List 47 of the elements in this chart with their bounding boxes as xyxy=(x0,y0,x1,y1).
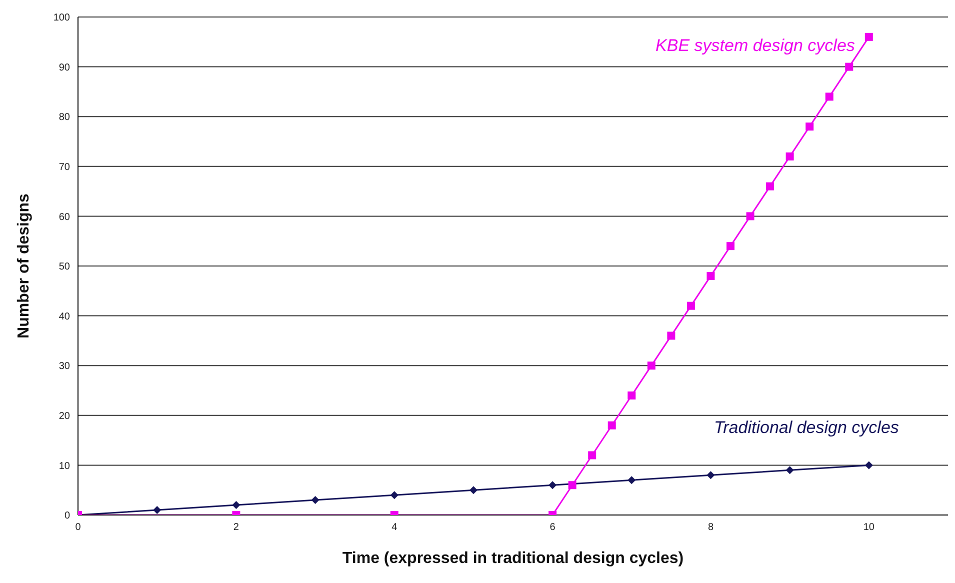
y-tick-label: 50 xyxy=(58,262,70,273)
point xyxy=(232,501,240,510)
y-tick-label: 60 xyxy=(58,212,70,223)
y-tick-label: 20 xyxy=(58,410,70,422)
point xyxy=(845,62,854,71)
point xyxy=(568,481,576,490)
point xyxy=(786,152,794,160)
point xyxy=(628,476,636,484)
point xyxy=(786,466,794,474)
point xyxy=(153,506,162,514)
point xyxy=(766,182,774,190)
y-tick-label: 100 xyxy=(53,12,70,24)
point xyxy=(864,461,873,470)
point xyxy=(311,496,320,504)
y-tick-label: 90 xyxy=(58,62,70,74)
point xyxy=(588,451,596,460)
point xyxy=(667,332,676,340)
x-tick-label: 8 xyxy=(708,522,714,534)
point xyxy=(706,272,715,280)
point xyxy=(628,391,636,400)
y-axis-title: Number of designs xyxy=(16,193,33,338)
point xyxy=(686,302,695,310)
x-tick-label: 0 xyxy=(75,522,82,534)
point xyxy=(864,32,873,41)
y-tick-label: 80 xyxy=(58,112,70,124)
point xyxy=(706,471,715,480)
point xyxy=(390,491,398,500)
y-tick-label: 40 xyxy=(58,311,70,322)
point xyxy=(825,92,834,101)
text: Traditional design cycles xyxy=(714,418,900,438)
y-tick-label: 0 xyxy=(64,510,70,522)
point xyxy=(608,421,616,430)
y-tick-label: 10 xyxy=(58,460,70,472)
x-tick-label: 6 xyxy=(550,522,556,534)
x-axis-title: Time (expressed in traditional design cycles) xyxy=(342,550,684,567)
x-tick-label: 4 xyxy=(392,522,398,534)
x-tick-label: 2 xyxy=(233,522,240,534)
point xyxy=(746,212,754,220)
point xyxy=(548,481,557,490)
y-tick-label: 30 xyxy=(58,361,70,372)
series-label: KBE system design cycles xyxy=(656,36,856,55)
point xyxy=(647,362,656,370)
point xyxy=(806,122,814,131)
y-tick-label: 70 xyxy=(58,162,70,173)
point xyxy=(726,242,734,250)
x-tick-label: 10 xyxy=(863,522,875,534)
point xyxy=(469,486,478,494)
